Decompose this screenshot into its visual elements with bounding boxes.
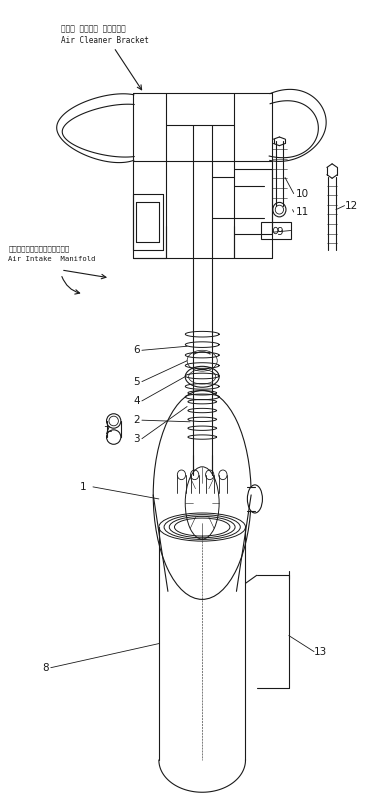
Text: 10: 10 xyxy=(296,188,308,199)
Circle shape xyxy=(153,390,251,600)
Text: 4: 4 xyxy=(133,396,139,406)
Text: エアー クリーナ ブラケット: エアー クリーナ ブラケット xyxy=(61,25,126,34)
Text: エアーインテークマニホールド: エアーインテークマニホールド xyxy=(8,246,70,253)
Text: 6: 6 xyxy=(133,345,139,355)
Ellipse shape xyxy=(107,414,121,428)
Ellipse shape xyxy=(247,485,262,513)
Text: 8: 8 xyxy=(43,663,49,673)
Text: 5: 5 xyxy=(133,377,139,386)
Text: 7: 7 xyxy=(103,426,110,436)
Text: Air Cleaner Bracket: Air Cleaner Bracket xyxy=(61,36,149,45)
Bar xyxy=(260,221,291,239)
Ellipse shape xyxy=(273,202,286,217)
Text: 13: 13 xyxy=(314,646,327,657)
Text: 3: 3 xyxy=(133,434,139,444)
Text: 9: 9 xyxy=(276,227,283,237)
Ellipse shape xyxy=(191,415,214,429)
Text: 12: 12 xyxy=(344,200,358,211)
Text: Air Intake  Manifold: Air Intake Manifold xyxy=(8,256,96,262)
Text: 2: 2 xyxy=(133,415,139,425)
Text: 11: 11 xyxy=(295,207,308,217)
Text: 1: 1 xyxy=(80,482,87,492)
Ellipse shape xyxy=(107,430,121,444)
